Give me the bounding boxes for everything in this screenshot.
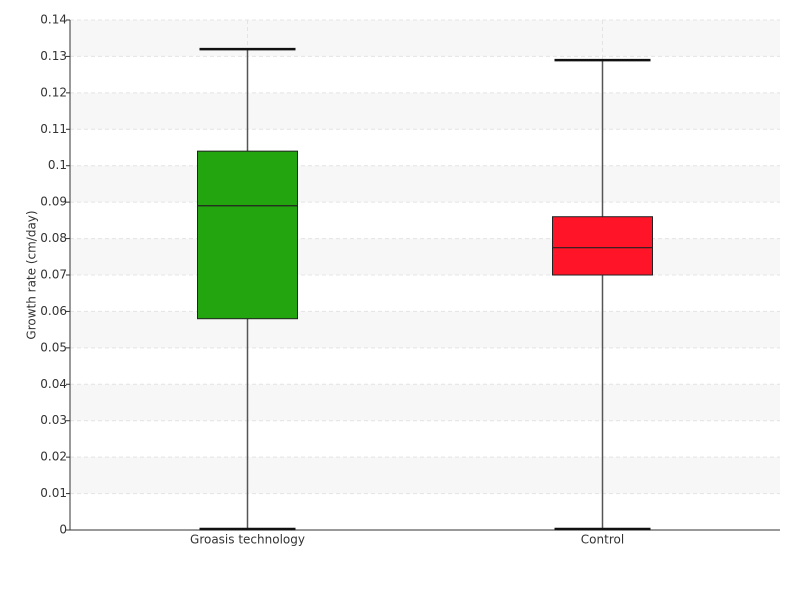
y-axis-label: Growth rate (cm/day)	[25, 210, 39, 339]
box	[552, 216, 653, 276]
y-tick-label: 0.07	[40, 268, 67, 282]
x-tick-label: Control	[581, 533, 624, 547]
grid-band	[70, 20, 780, 57]
y-tick-label: 0.14	[40, 13, 67, 27]
y-tick-label: 0.03	[40, 413, 67, 427]
grid-band	[70, 311, 780, 348]
y-tick-label: 0.02	[40, 450, 67, 464]
y-tick-label: 0.12	[40, 85, 67, 99]
grid-band	[70, 92, 780, 130]
grid-band	[70, 384, 780, 421]
grid-band	[70, 238, 780, 275]
y-tick-label: 0.09	[40, 195, 67, 209]
y-tick-label: 0.08	[40, 231, 67, 245]
grid-band	[70, 165, 780, 203]
y-tick-label: 0.11	[40, 122, 67, 136]
y-tick-label: 0.01	[40, 486, 67, 500]
y-tick-label: 0.06	[40, 304, 67, 318]
box	[197, 150, 298, 320]
y-tick-label: 0	[59, 523, 67, 537]
grid-band	[70, 457, 780, 494]
y-tick-label: 0.04	[40, 377, 67, 391]
y-tick-label: 0.05	[40, 340, 67, 354]
x-tick-label: Groasis technology	[190, 533, 305, 547]
y-tick-label: 0.1	[48, 158, 67, 172]
y-tick-label: 0.13	[40, 49, 67, 63]
